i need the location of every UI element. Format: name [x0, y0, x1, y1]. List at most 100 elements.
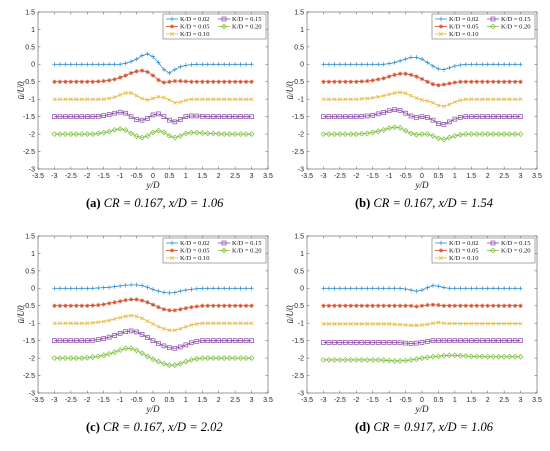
y-tick-label: 0 — [31, 286, 35, 293]
data-point — [447, 65, 452, 71]
data-point — [512, 353, 519, 360]
data-point — [386, 74, 392, 79]
legend-label: K/D = 0.15 — [232, 240, 262, 247]
x-tick-label: -2.5 — [334, 173, 346, 180]
legend-marker — [169, 16, 175, 22]
data-point — [227, 79, 232, 84]
data-point — [89, 354, 96, 360]
legend-box — [431, 13, 536, 40]
data-point — [74, 338, 79, 343]
data-point — [430, 353, 436, 360]
legend-label: K/D = 0.02 — [180, 240, 210, 247]
data-point — [414, 96, 419, 101]
data-point — [68, 338, 74, 343]
data-point — [507, 62, 512, 67]
x-tick-label: 3.5 — [263, 397, 273, 404]
data-point — [101, 285, 106, 290]
data-point — [507, 321, 512, 326]
data-point — [232, 114, 238, 119]
data-point — [419, 114, 425, 119]
data-point — [425, 115, 430, 120]
data-point — [397, 303, 403, 308]
data-point — [117, 347, 124, 354]
data-point — [337, 97, 342, 102]
data-point — [79, 114, 85, 119]
data-point — [376, 94, 381, 99]
data-point — [463, 97, 468, 102]
data-point — [359, 79, 364, 84]
data-point — [386, 125, 393, 132]
x-tick-label: 2 — [217, 397, 221, 404]
data-point — [479, 353, 486, 360]
data-point — [211, 97, 216, 102]
data-point — [227, 303, 232, 308]
data-point — [167, 70, 172, 76]
data-point — [56, 131, 63, 138]
data-point — [518, 321, 523, 326]
data-point — [490, 353, 497, 360]
data-point — [381, 303, 386, 308]
data-point — [117, 283, 123, 289]
data-point — [85, 79, 90, 84]
data-point — [129, 313, 134, 318]
data-point — [343, 97, 348, 102]
x-tick-label: -1 — [386, 397, 392, 404]
data-point — [117, 299, 123, 304]
data-point — [189, 79, 194, 84]
data-point — [101, 97, 106, 102]
data-point — [167, 308, 172, 313]
data-point — [375, 128, 382, 135]
caption-d-text: CR = 0.917, x/D = 1.06 — [373, 420, 494, 434]
data-point — [380, 357, 387, 364]
data-point — [441, 338, 447, 343]
data-point — [469, 303, 474, 308]
data-point — [331, 131, 338, 138]
y-tick-label: 1.5 — [294, 9, 304, 16]
data-point — [325, 131, 332, 138]
data-point — [194, 113, 200, 119]
legend-label: K/D = 0.10 — [180, 255, 210, 262]
data-point — [430, 302, 436, 307]
x-tick-label: -3.5 — [32, 173, 44, 180]
data-point — [79, 286, 85, 291]
data-point — [183, 324, 188, 329]
data-point — [96, 79, 101, 84]
series-line — [323, 91, 521, 107]
data-point — [408, 130, 414, 137]
data-point — [436, 66, 441, 72]
data-point — [391, 124, 398, 131]
data-point — [249, 338, 254, 343]
data-point — [161, 343, 167, 349]
legend: K/D = 0.02K/D = 0.05K/D = 0.10 K/D = 0.15… — [162, 237, 267, 264]
data-point — [112, 284, 117, 289]
data-point — [123, 297, 128, 303]
series-line — [323, 109, 521, 125]
data-point — [518, 97, 523, 102]
data-point — [425, 285, 430, 290]
data-point — [474, 286, 479, 291]
data-point — [485, 114, 491, 119]
y-tick-label: -1.5 — [292, 338, 304, 345]
data-point — [123, 110, 128, 116]
data-point — [144, 353, 151, 360]
legend-marker — [438, 31, 444, 37]
data-point — [172, 328, 177, 333]
data-point — [517, 353, 524, 360]
series-0 — [321, 283, 523, 294]
data-point — [238, 286, 243, 291]
data-point — [233, 97, 238, 102]
legend-label: K/D = 0.10 — [449, 31, 479, 38]
data-point — [474, 303, 479, 308]
y-tick-label: -2 — [298, 132, 304, 139]
data-point — [419, 56, 425, 62]
data-point — [337, 79, 343, 84]
x-tick-label: -3.5 — [301, 397, 313, 404]
data-point — [320, 131, 327, 138]
caption-d-tag: (d) — [355, 420, 371, 434]
data-point — [204, 130, 211, 137]
data-point — [233, 321, 238, 326]
data-point — [337, 286, 343, 291]
series-1 — [52, 68, 254, 85]
series-line — [54, 92, 252, 104]
data-point — [414, 55, 419, 60]
